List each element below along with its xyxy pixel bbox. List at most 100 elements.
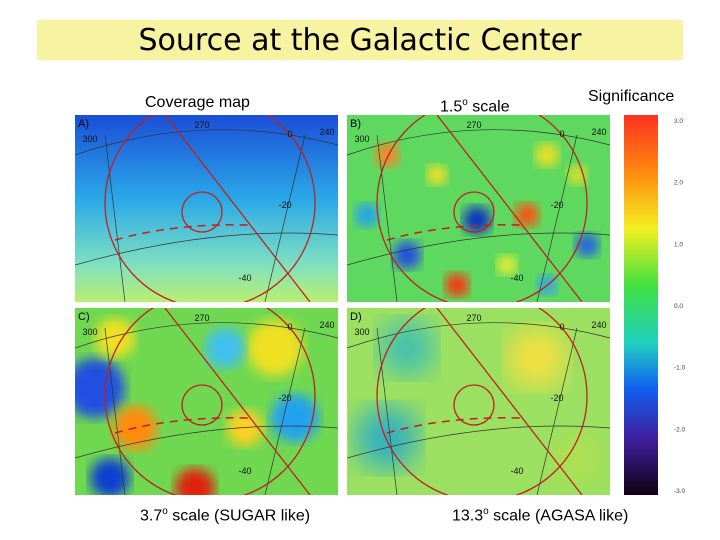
title: Source at the Galactic Center	[37, 20, 683, 60]
coord-label: 0	[287, 129, 292, 139]
scale-number: 1.5	[440, 98, 463, 116]
coord-label: 240	[591, 320, 606, 330]
map-blob	[553, 434, 601, 482]
coord-label: -20	[550, 200, 563, 210]
galactic-line	[436, 308, 583, 495]
colorbar-tick-label: -3.0	[674, 488, 686, 495]
sky-map: C) 270 0 240 300 -20 -40	[75, 308, 338, 495]
galactic-plane	[114, 417, 251, 434]
colorbar-tick-label: 3.0	[674, 118, 683, 125]
map-body	[347, 115, 610, 302]
map-blob	[375, 143, 399, 167]
grid-line	[104, 134, 126, 302]
galactic-circle	[104, 308, 316, 495]
panel-label: A)	[78, 118, 89, 130]
coord-label: -40	[510, 273, 523, 283]
map-blob	[393, 241, 421, 269]
galactic-circle	[453, 191, 495, 233]
map-blob	[497, 255, 517, 275]
map-blob	[355, 203, 379, 227]
coord-label: -40	[510, 466, 523, 476]
coord-label: 300	[354, 134, 369, 144]
significance-label: Significance	[588, 88, 675, 105]
grid-arc	[75, 425, 338, 459]
map-blob	[205, 328, 245, 368]
map-blob	[567, 165, 587, 185]
map-blob	[445, 273, 469, 297]
galactic-circle	[376, 308, 588, 495]
grid-arc	[347, 232, 610, 266]
coord-label: 270	[194, 313, 209, 323]
coord-label: 0	[287, 322, 292, 332]
coord-label: -40	[238, 466, 251, 476]
map-body	[75, 115, 338, 302]
map-blob	[75, 358, 125, 418]
grid-arc	[347, 425, 610, 459]
sky-map: D) 270 0 240 300 -20 -40	[347, 308, 610, 495]
coord-label: -40	[238, 273, 251, 283]
grid-line	[264, 134, 306, 302]
galactic-line	[164, 115, 311, 302]
galactic-circle	[104, 115, 316, 302]
coord-label: 300	[82, 134, 97, 144]
panel-label: D)	[350, 311, 362, 323]
grid-line	[536, 327, 578, 495]
galactic-circle	[453, 384, 495, 426]
scale-number: 3.7	[140, 507, 163, 525]
panel-label: C)	[78, 311, 90, 323]
map-blob	[247, 320, 303, 376]
coord-label: 240	[319, 320, 334, 330]
coord-label: 300	[82, 327, 97, 337]
galactic-circle	[181, 384, 223, 426]
map-blob	[379, 320, 435, 376]
coord-label: 270	[466, 313, 481, 323]
coord-label: 0	[559, 129, 564, 139]
grid-line	[104, 327, 126, 495]
map-blob	[515, 203, 539, 227]
degree: o	[462, 97, 468, 108]
galactic-circle	[376, 115, 588, 302]
coord-label: 240	[591, 127, 606, 137]
coord-label: -20	[278, 200, 291, 210]
map-blob	[175, 468, 215, 495]
colorbar-tick-label: 2.0	[674, 180, 683, 187]
scale-label: 13.3o scale (AGASA like)	[452, 506, 628, 525]
sky-map: B) 270 0 240 300 -20 -40	[347, 115, 610, 302]
grid-line	[536, 134, 578, 302]
map-blob	[227, 410, 263, 446]
scale-text: scale	[467, 98, 510, 116]
scale-label: 1.5o scale	[440, 97, 510, 116]
coord-label: -20	[278, 393, 291, 403]
panel-label: B)	[350, 118, 361, 130]
galactic-line	[436, 115, 583, 302]
sky-map: A) 270 0 240 300 -20 -40	[75, 115, 338, 302]
colorbar-tick-label: 1.0	[674, 241, 683, 248]
coord-label: 240	[319, 127, 334, 137]
map-blob	[535, 143, 559, 167]
map-background	[75, 115, 338, 302]
colorbar-tick-label: 0.0	[674, 303, 683, 310]
coord-label: 300	[354, 327, 369, 337]
colorbar-tick-label: -1.0	[674, 365, 686, 372]
scale-label: 3.7o scale (SUGAR like)	[140, 506, 310, 525]
coord-label: 0	[559, 322, 564, 332]
degree: o	[162, 506, 168, 517]
degree: o	[483, 506, 489, 517]
grid-line	[376, 134, 398, 302]
scale-number: 13.3	[452, 507, 484, 525]
grid-arc	[75, 232, 338, 266]
map-body	[347, 308, 610, 495]
coord-label: -20	[550, 393, 563, 403]
map-body	[75, 308, 338, 495]
map-blob	[507, 328, 567, 388]
grid-line	[376, 327, 398, 495]
grid-line	[264, 327, 306, 495]
map-blob	[463, 206, 491, 234]
scale-text: scale (SUGAR like)	[167, 507, 311, 525]
map-blob	[90, 458, 130, 495]
map-blob	[271, 394, 319, 442]
coverage-label: Coverage map	[145, 94, 250, 111]
colorbar	[624, 115, 658, 495]
